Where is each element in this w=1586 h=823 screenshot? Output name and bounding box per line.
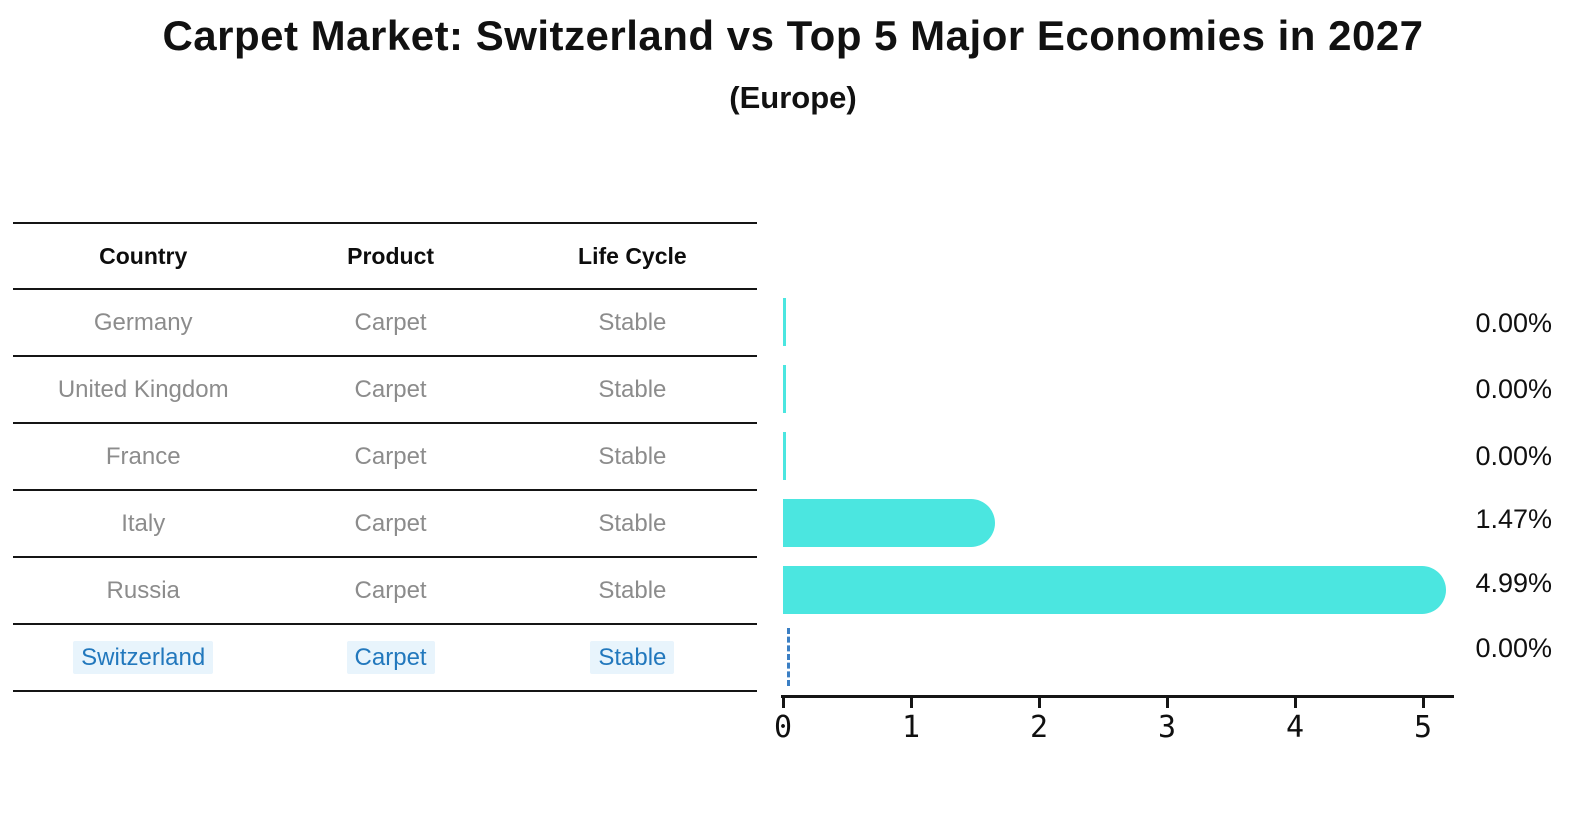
x-axis-tick-label: 4 [1285,710,1305,745]
product-cell: Carpet [354,375,427,403]
table-row-italy: Italy Carpet Stable [13,489,757,558]
product-cell-highlighted: Carpet [346,640,435,674]
country-cell: France [105,442,181,470]
table-row-russia: Russia Carpet Stable [13,556,757,625]
x-axis-tick [1038,698,1041,708]
life-cycle-cell: Stable [598,442,667,470]
country-cell-highlighted: Switzerland [73,640,214,674]
x-axis-tick-label: 3 [1157,710,1177,745]
life-cycle-cell: Stable [598,576,667,604]
life-cycle-cell: Stable [598,375,667,403]
bar-germany [783,297,786,346]
country-cell: Russia [106,576,180,604]
x-axis-tick [1422,698,1425,708]
value-label-italy: 1.47% [1475,504,1552,534]
value-label-switzerland: 0.00% [1475,633,1552,663]
bar-plot-area [783,288,1455,690]
bar-france [783,431,786,480]
country-cell: Germany [93,308,193,336]
country-table: Country Product Life Cycle Germany Carpe… [13,222,757,692]
bar-united-kingdom [783,364,786,413]
x-axis-tick-label: 1 [901,710,921,745]
table-header-row: Country Product Life Cycle [13,222,757,290]
x-axis-tick-label: 5 [1413,710,1433,745]
column-header-life-cycle: Life Cycle [507,222,757,290]
value-label-france: 0.00% [1475,441,1552,471]
bar-russia [783,565,1446,614]
life-cycle-cell: Stable [598,308,667,336]
country-cell: United Kingdom [57,375,229,403]
country-cell: Italy [121,509,166,537]
column-header-country: Country [13,222,274,290]
table-row-france: France Carpet Stable [13,422,757,491]
product-cell: Carpet [354,308,427,336]
column-header-product: Product [273,222,508,290]
x-axis-tick-label: 0 [773,710,793,745]
life-cycle-cell: Stable [598,509,667,537]
value-label-united-kingdom: 0.00% [1475,374,1552,404]
x-axis-line [781,695,1454,698]
table-row-united-kingdom: United Kingdom Carpet Stable [13,355,757,424]
x-axis-tick [782,698,785,708]
life-cycle-cell-highlighted: Stable [590,640,675,674]
bar-italy [783,498,996,547]
x-axis-tick [910,698,913,708]
table-row-switzerland: Switzerland Carpet Stable [13,623,757,692]
x-axis-tick [1294,698,1297,708]
x-axis-tick [1166,698,1169,708]
chart-subtitle: (Europe) [729,80,857,115]
x-axis-tick-label: 2 [1029,710,1049,745]
chart-title: Carpet Market: Switzerland vs Top 5 Majo… [162,12,1424,59]
product-cell: Carpet [354,442,427,470]
table-row-germany: Germany Carpet Stable [13,288,757,357]
value-label-russia: 4.99% [1475,568,1552,598]
value-label-germany: 0.00% [1475,308,1552,338]
product-cell: Carpet [354,576,427,604]
bar-switzerland-dashed-marker [787,627,790,686]
product-cell: Carpet [354,509,427,537]
